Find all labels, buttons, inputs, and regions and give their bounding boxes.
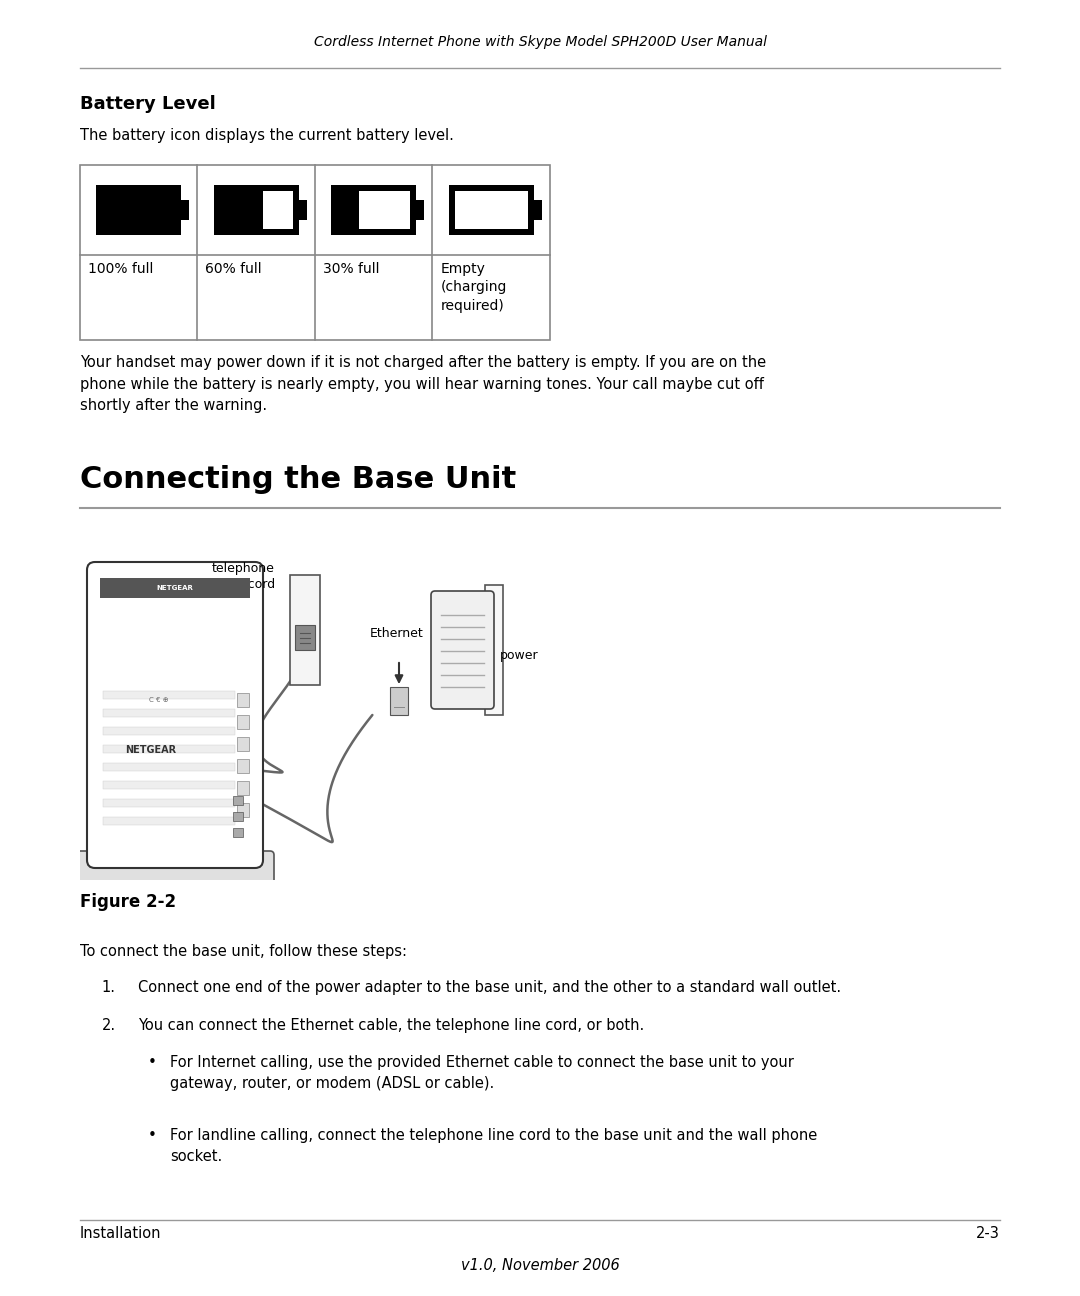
Bar: [96, 185, 181, 235]
Bar: [237, 736, 249, 750]
Bar: [237, 714, 249, 728]
Bar: [103, 781, 235, 789]
Text: •: •: [148, 1128, 157, 1143]
Text: Installation: Installation: [80, 1226, 161, 1242]
Text: Figure 2-2: Figure 2-2: [80, 893, 176, 911]
Bar: [337, 191, 359, 229]
Text: power: power: [500, 648, 539, 661]
Bar: [237, 758, 249, 772]
FancyBboxPatch shape: [431, 591, 494, 709]
Bar: [214, 185, 299, 235]
Bar: [103, 709, 235, 717]
Text: Empty
(charging
required): Empty (charging required): [441, 262, 507, 312]
Text: For Internet calling, use the provided Ethernet cable to connect the base unit t: For Internet calling, use the provided E…: [170, 1055, 794, 1091]
Text: The battery icon displays the current battery level.: The battery icon displays the current ba…: [80, 128, 454, 143]
Bar: [534, 200, 542, 220]
Text: v1.0, November 2006: v1.0, November 2006: [461, 1258, 619, 1273]
Text: 30% full: 30% full: [323, 262, 379, 276]
Text: For landline calling, connect the telephone line cord to the base unit and the w: For landline calling, connect the teleph…: [170, 1128, 818, 1164]
Bar: [448, 185, 534, 235]
Text: NETGEAR: NETGEAR: [157, 584, 193, 591]
Bar: [219, 191, 293, 229]
Bar: [103, 691, 235, 700]
Text: Connecting the Base Unit: Connecting the Base Unit: [80, 465, 516, 494]
Text: To connect the base unit, follow these steps:: To connect the base unit, follow these s…: [80, 943, 407, 959]
Bar: [233, 828, 243, 837]
Text: telephone
line cord: telephone line cord: [212, 562, 275, 591]
Text: •: •: [148, 1055, 157, 1070]
Text: Ethernet: Ethernet: [370, 627, 423, 640]
Bar: [100, 578, 249, 597]
Bar: [103, 763, 235, 771]
Text: Connect one end of the power adapter to the base unit, and the other to a standa: Connect one end of the power adapter to …: [138, 980, 841, 995]
Bar: [181, 200, 189, 220]
Text: 1.: 1.: [102, 980, 116, 995]
Bar: [291, 575, 320, 686]
Bar: [80, 165, 550, 340]
Text: 2-3: 2-3: [976, 1226, 1000, 1242]
Text: 100% full: 100% full: [87, 262, 153, 276]
Text: C € ⊕: C € ⊕: [149, 697, 168, 704]
Bar: [237, 780, 249, 794]
Bar: [485, 584, 503, 715]
Bar: [416, 200, 424, 220]
Bar: [103, 727, 235, 735]
Text: 60% full: 60% full: [205, 262, 262, 276]
FancyBboxPatch shape: [76, 851, 274, 889]
Bar: [455, 191, 528, 229]
Text: Your handset may power down if it is not charged after the battery is empty. If : Your handset may power down if it is not…: [80, 355, 766, 413]
Bar: [299, 200, 307, 220]
Bar: [103, 818, 235, 826]
Bar: [233, 811, 243, 820]
Bar: [237, 802, 249, 816]
Bar: [337, 191, 410, 229]
Bar: [332, 185, 416, 235]
Bar: [103, 800, 235, 807]
FancyBboxPatch shape: [87, 562, 264, 868]
Bar: [103, 191, 175, 229]
Bar: [237, 692, 249, 706]
Text: You can connect the Ethernet cable, the telephone line cord, or both.: You can connect the Ethernet cable, the …: [138, 1017, 644, 1033]
Text: 2.: 2.: [102, 1017, 116, 1033]
Bar: [103, 745, 235, 753]
Text: Cordless Internet Phone with Skype Model SPH200D User Manual: Cordless Internet Phone with Skype Model…: [313, 35, 767, 49]
Text: Battery Level: Battery Level: [80, 95, 216, 113]
Bar: [295, 625, 315, 651]
Bar: [233, 796, 243, 805]
Bar: [390, 687, 408, 715]
Bar: [103, 191, 175, 229]
Text: NETGEAR: NETGEAR: [125, 745, 176, 754]
Bar: [219, 191, 264, 229]
